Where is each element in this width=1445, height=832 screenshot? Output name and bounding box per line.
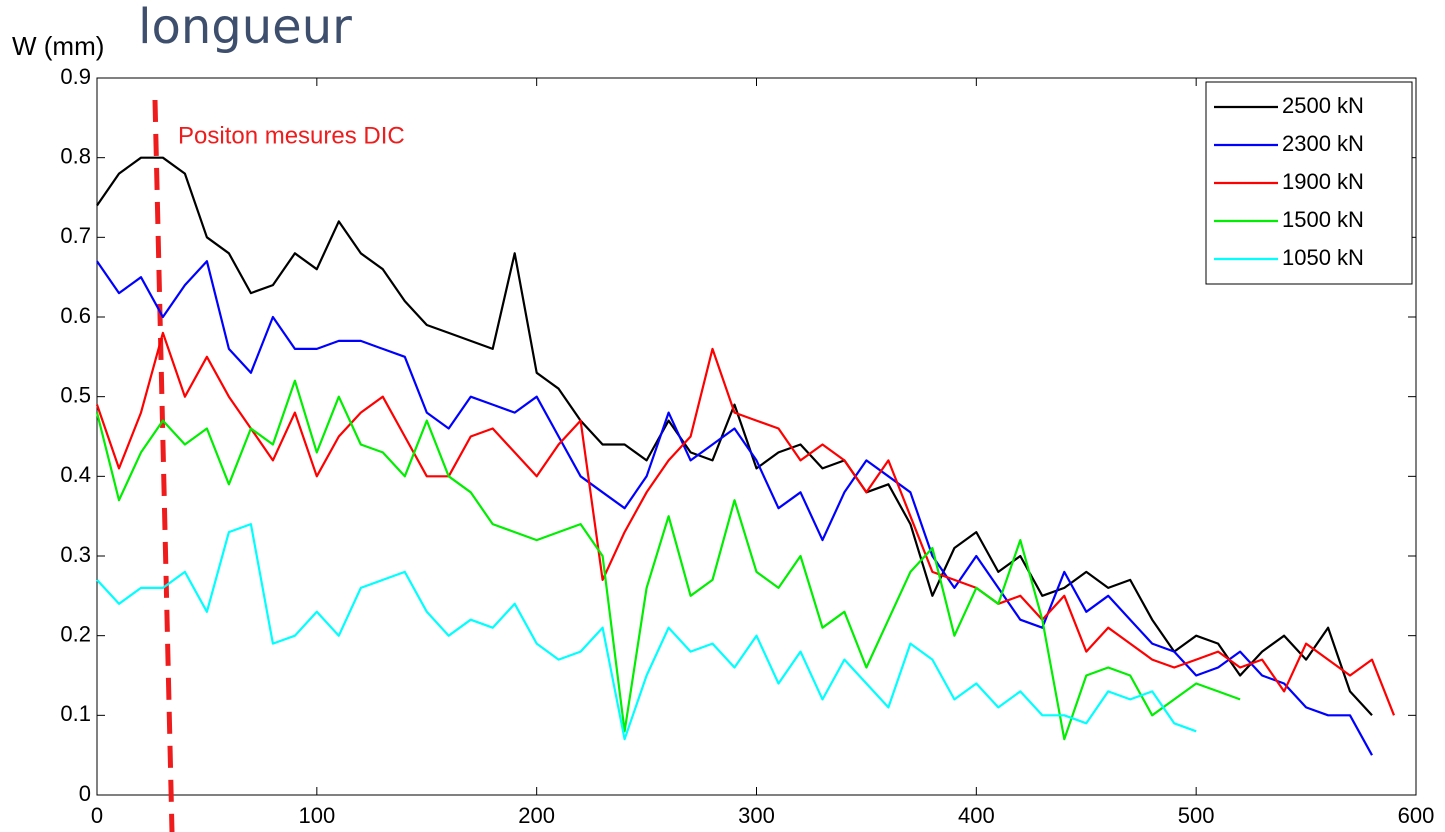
series-line — [96, 156, 1373, 717]
chart-title: longueur — [138, 0, 352, 55]
y-tick-label: 0.5 — [60, 382, 91, 407]
x-tick-label: 500 — [1178, 803, 1215, 828]
y-tick-label: 0.2 — [60, 621, 91, 646]
y-tick-label: 0.7 — [60, 223, 91, 248]
annotation: Positon mesures DIC — [178, 122, 405, 149]
y-tick-label: 0.4 — [60, 462, 91, 487]
legend-label: 2500 kN — [1282, 93, 1364, 118]
y-tick-label: 0.6 — [60, 303, 91, 328]
x-tick-label: 200 — [518, 803, 555, 828]
x-tick-label: 300 — [738, 803, 775, 828]
y-tick-label: 0.9 — [60, 64, 91, 89]
series-line — [96, 523, 1197, 741]
y-tick-label: 0.3 — [60, 542, 91, 567]
series-line — [95, 379, 1241, 741]
dic-position-line — [152, 99, 175, 832]
series-line — [96, 260, 1373, 756]
y-tick-label: 0 — [79, 781, 91, 806]
y-axis-label: W (mm) — [12, 31, 104, 61]
legend-label: 1900 kN — [1282, 169, 1364, 194]
y-tick-label: 0.8 — [60, 143, 91, 168]
x-tick-label: 100 — [298, 803, 335, 828]
legend-label: 2300 kN — [1282, 131, 1364, 156]
legend-label: 1050 kN — [1282, 245, 1364, 270]
x-tick-label: 400 — [958, 803, 995, 828]
legend-label: 1500 kN — [1282, 207, 1364, 232]
series-line — [95, 331, 1396, 716]
x-tick-label: 0 — [91, 803, 103, 828]
y-tick-label: 0.1 — [60, 701, 91, 726]
x-tick-label: 600 — [1398, 803, 1435, 828]
